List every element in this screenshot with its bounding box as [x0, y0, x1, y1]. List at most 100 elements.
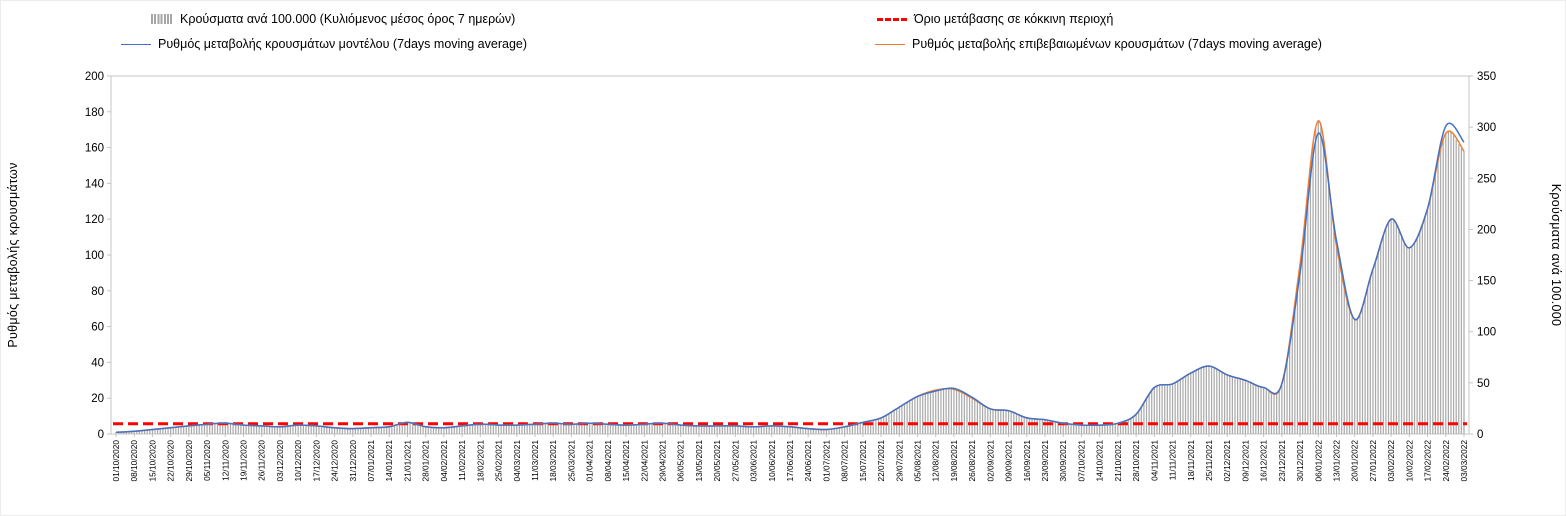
x-axis-tick-label: 19/11/2020: [239, 440, 249, 481]
bars-legend-swatch-icon: [151, 14, 173, 24]
x-axis-tick-label: 28/01/2021: [421, 440, 431, 482]
x-axis-tick-label: 16/09/2021: [1022, 440, 1032, 482]
confirmed-legend-swatch-icon: [875, 43, 905, 45]
x-axis-tick-label: 14/01/2021: [384, 440, 394, 482]
left-axis-tick-label: 160: [85, 143, 104, 155]
x-axis-tick-label: 08/10/2020: [129, 440, 139, 482]
x-axis-tick-label: 09/09/2021: [1004, 440, 1014, 482]
x-axis-tick-label: 17/12/2020: [311, 440, 321, 482]
x-axis-tick-label: 15/04/2021: [621, 440, 631, 482]
x-axis-tick-label: 23/09/2021: [1040, 440, 1050, 482]
legend-label-model: Ρυθμός μεταβολής κρουσμάτων μοντέλου (7d…: [158, 37, 528, 51]
left-axis-tick-label: 140: [85, 178, 104, 190]
x-axis-tick-label: 02/09/2021: [985, 440, 995, 482]
x-axis-tick-label: 07/10/2021: [1076, 440, 1086, 482]
x-axis-tick-label: 12/11/2020: [220, 440, 230, 481]
x-axis-tick-label: 30/09/2021: [1058, 440, 1068, 482]
x-axis-tick-label: 29/04/2021: [657, 440, 667, 482]
x-axis-tick-label: 18/03/2021: [548, 440, 558, 482]
x-axis-tick-label: 02/12/2021: [1222, 440, 1232, 482]
right-axis-tick-label: 0: [1477, 429, 1483, 441]
legend-item-model: Ρυθμός μεταβολής κρουσμάτων μοντέλου (7d…: [121, 37, 527, 51]
x-axis-tick-label: 20/01/2022: [1350, 440, 1360, 482]
x-axis-tick-label: 21/01/2021: [402, 440, 412, 482]
x-axis-tick-label: 24/06/2021: [803, 440, 813, 482]
x-axis-tick-label: 14/10/2021: [1095, 440, 1105, 482]
x-axis-tick-label: 01/07/2021: [821, 440, 831, 482]
threshold-legend-swatch-icon: [877, 17, 907, 21]
right-axis-tick-label: 150: [1477, 276, 1496, 288]
x-axis-tick-label: 22/04/2021: [639, 440, 649, 482]
x-axis-tick-label: 13/05/2021: [694, 440, 704, 482]
x-axis-tick-label: 24/02/2022: [1441, 440, 1451, 482]
plot-frame: [110, 75, 1470, 435]
x-axis-tick-label: 17/06/2021: [785, 440, 795, 482]
x-axis-tick-label: 15/07/2021: [858, 440, 868, 482]
x-axis-tick-label: 10/06/2021: [767, 440, 777, 482]
left-axis-tick-label: 60: [91, 322, 104, 334]
x-axis-tick-label: 18/02/2021: [475, 440, 485, 482]
left-axis-tick-label: 40: [91, 357, 104, 369]
legend-item-threshold: Όριο μετάβασης σε κόκκινη περιοχή: [877, 12, 1113, 26]
x-axis-tick-label: 11/02/2021: [457, 440, 467, 481]
x-axis-tick-label: 22/10/2020: [166, 440, 176, 482]
x-axis-tick-label: 01/10/2020: [111, 440, 121, 482]
x-axis-tick-label: 18/11/2021: [1186, 440, 1196, 481]
legend-item-cases: Κρούσματα ανά 100.000 (Κυλιόμενος μέσος …: [151, 12, 515, 26]
x-axis-tick-label: 21/10/2021: [1113, 440, 1123, 482]
x-axis-tick-label: 23/12/2021: [1277, 440, 1287, 482]
right-axis-tick-label: 300: [1477, 122, 1496, 134]
plot-area: 0 20 40 60 80 100 120 140 160 180 200 0 50 100 150 200 2…: [85, 71, 1496, 482]
model-legend-swatch-icon: [121, 43, 151, 45]
x-axis-tick-label: 29/10/2020: [184, 440, 194, 482]
x-axis-tick-label: 27/05/2021: [730, 440, 740, 482]
x-axis-tick-label: 26/11/2020: [257, 440, 267, 481]
x-axis-tick-label: 13/01/2022: [1331, 440, 1341, 482]
left-axis-tick-label: 120: [85, 214, 104, 226]
right-axis-tick-label: 350: [1477, 71, 1496, 83]
legend-label-confirmed: Ρυθμός μεταβολής επιβεβαιωμένων κρουσμάτ…: [912, 37, 1322, 51]
x-axis-tick-label: 20/05/2021: [712, 440, 722, 482]
left-axis-tick-label: 20: [91, 393, 104, 405]
x-axis-tick-label: 28/10/2021: [1131, 440, 1141, 482]
x-axis-tick-label: 30/12/2021: [1295, 440, 1305, 482]
left-axis-tick-label: 180: [85, 107, 104, 119]
x-axis-tick-label: 05/11/2020: [202, 440, 212, 481]
x-axis-tick-label: 12/08/2021: [931, 440, 941, 482]
x-axis-tick-label: 11/11/2021: [1168, 440, 1178, 481]
x-axis-tick-label: 03/06/2021: [749, 440, 759, 482]
legend-item-confirmed: Ρυθμός μεταβολής επιβεβαιωμένων κρουσμάτ…: [875, 37, 1322, 51]
x-axis-tick-label: 01/04/2021: [585, 440, 595, 482]
right-axis-tick-label: 200: [1477, 224, 1496, 236]
right-axis-tick-label: 100: [1477, 327, 1496, 339]
x-axis-tick-label: 22/07/2021: [876, 440, 886, 482]
x-axis-tick-label: 26/08/2021: [967, 440, 977, 482]
legend-label-threshold: Όριο μετάβασης σε κόκκινη περιοχή: [914, 12, 1114, 26]
x-axis-tick-label: 27/01/2022: [1368, 440, 1378, 482]
x-axis-tick-label: 25/11/2021: [1204, 440, 1214, 481]
x-axis-tick-label: 10/12/2020: [293, 440, 303, 482]
x-axis-tick-label: 16/12/2021: [1259, 440, 1269, 482]
x-axis-tick-label: 04/11/2021: [1149, 440, 1159, 481]
x-axis-tick-label: 04/02/2021: [439, 440, 449, 482]
left-axis-tick-label: 200: [85, 71, 104, 83]
left-axis-tick-label: 80: [91, 286, 104, 298]
x-axis-tick-label: 31/12/2020: [348, 440, 358, 482]
x-axis-tick-label: 03/12/2020: [275, 440, 285, 482]
confirmed-rate-line: [115, 120, 1465, 433]
x-axis-tick-label: 07/01/2021: [366, 440, 376, 482]
x-axis-tick-label: 08/04/2021: [603, 440, 613, 482]
x-axis-tick-label: 06/01/2022: [1313, 440, 1323, 482]
x-axis-tick-label: 17/02/2022: [1423, 440, 1433, 482]
x-axis-tick-label: 03/02/2022: [1386, 440, 1396, 482]
x-axis-tick-label: 05/08/2021: [913, 440, 923, 482]
model-rate-line: [115, 122, 1465, 433]
x-axis-tick-label: 29/07/2021: [894, 440, 904, 482]
x-axis-tick-label: 06/05/2021: [676, 440, 686, 482]
x-axis-tick-label: 19/08/2021: [949, 440, 959, 482]
x-axis-tick-label: 04/03/2021: [512, 440, 522, 482]
left-axis-tick-label: 100: [85, 250, 104, 262]
x-axis-tick-label: 25/02/2021: [494, 440, 504, 482]
